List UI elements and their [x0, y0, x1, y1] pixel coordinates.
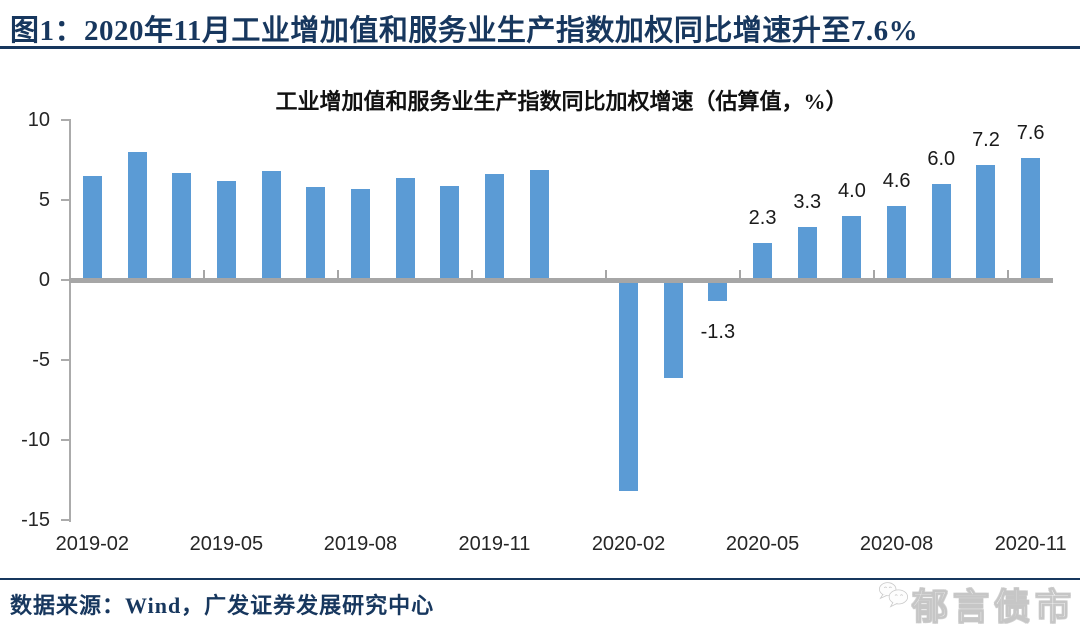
y-axis-label: 0 — [38, 269, 50, 291]
y-axis-label: 10 — [27, 109, 50, 131]
x-axis-label: 2020-02 — [591, 533, 666, 555]
bar-value-label: 4.0 — [838, 180, 866, 202]
x-axis-label: 2019-05 — [189, 533, 264, 555]
bar — [216, 180, 236, 280]
bar — [976, 164, 996, 280]
y-axis-label: 5 — [38, 189, 50, 211]
bar — [708, 280, 728, 301]
bar-value-label: 7.6 — [1016, 122, 1045, 145]
figure-title: 图1：2020年11月工业增加值和服务业生产指数加权同比增速升至7.6% — [10, 15, 919, 47]
category-tick — [337, 270, 340, 278]
x-axis-label: 2019-11 — [458, 533, 531, 555]
category-tick — [471, 270, 474, 278]
bar — [350, 188, 370, 280]
bar — [797, 227, 817, 280]
bar-value-label: -1.3 — [700, 320, 736, 343]
bar — [1021, 158, 1041, 280]
x-axis-label: 2019-08 — [323, 533, 398, 555]
bar-value-label: 3.3 — [793, 191, 822, 214]
y-axis-label: -5 — [32, 349, 50, 371]
bar — [619, 280, 639, 492]
bar-value-label: 4.6 — [882, 170, 911, 193]
category-tick — [1007, 270, 1010, 278]
category-tick — [873, 270, 876, 278]
x-axis-label: 2020-05 — [725, 533, 800, 555]
wechat-icon — [879, 582, 908, 608]
bar — [663, 280, 683, 378]
bar — [753, 243, 773, 280]
bar-value-label: 6.0 — [927, 148, 956, 170]
y-axis-line — [69, 120, 71, 522]
bar — [82, 176, 102, 280]
category-tick — [203, 270, 206, 278]
y-axis-tick — [61, 439, 71, 441]
bar — [931, 184, 951, 280]
bar — [440, 185, 460, 280]
bar — [887, 206, 907, 280]
x-axis-label: 2020-08 — [859, 533, 934, 555]
bar — [127, 152, 147, 280]
bar-value-label: 2.3 — [748, 207, 777, 230]
bar-value-label: 7.2 — [972, 128, 1000, 151]
y-axis-tick — [61, 119, 71, 121]
y-axis-label: -15 — [21, 509, 50, 531]
bar — [395, 177, 415, 280]
x-axis-label: 2020-11 — [994, 533, 1067, 555]
y-axis-tick — [61, 199, 71, 201]
category-tick — [739, 270, 742, 278]
y-axis-label: -10 — [21, 429, 50, 451]
bar — [529, 169, 549, 280]
watermark: 郁言债市 — [876, 566, 1076, 630]
zero-axis-line — [69, 278, 1053, 283]
category-tick — [605, 270, 608, 278]
data-source: 数据来源：Wind，广发证券发展研究中心 — [10, 593, 435, 618]
bar — [261, 171, 281, 280]
bar — [172, 172, 192, 280]
bar — [484, 174, 504, 280]
y-axis-tick — [61, 359, 71, 361]
watermark-text: 郁言债市 — [911, 586, 1076, 627]
chart-title: 工业增加值和服务业生产指数同比加权增速（估算值，%） — [275, 89, 848, 114]
title-divider — [0, 46, 1080, 49]
y-axis-tick — [61, 279, 71, 281]
y-axis-tick — [61, 519, 71, 521]
x-axis-label: 2019-02 — [55, 533, 130, 555]
bar — [306, 187, 326, 280]
footer-divider — [0, 578, 1080, 580]
bar — [842, 216, 862, 280]
